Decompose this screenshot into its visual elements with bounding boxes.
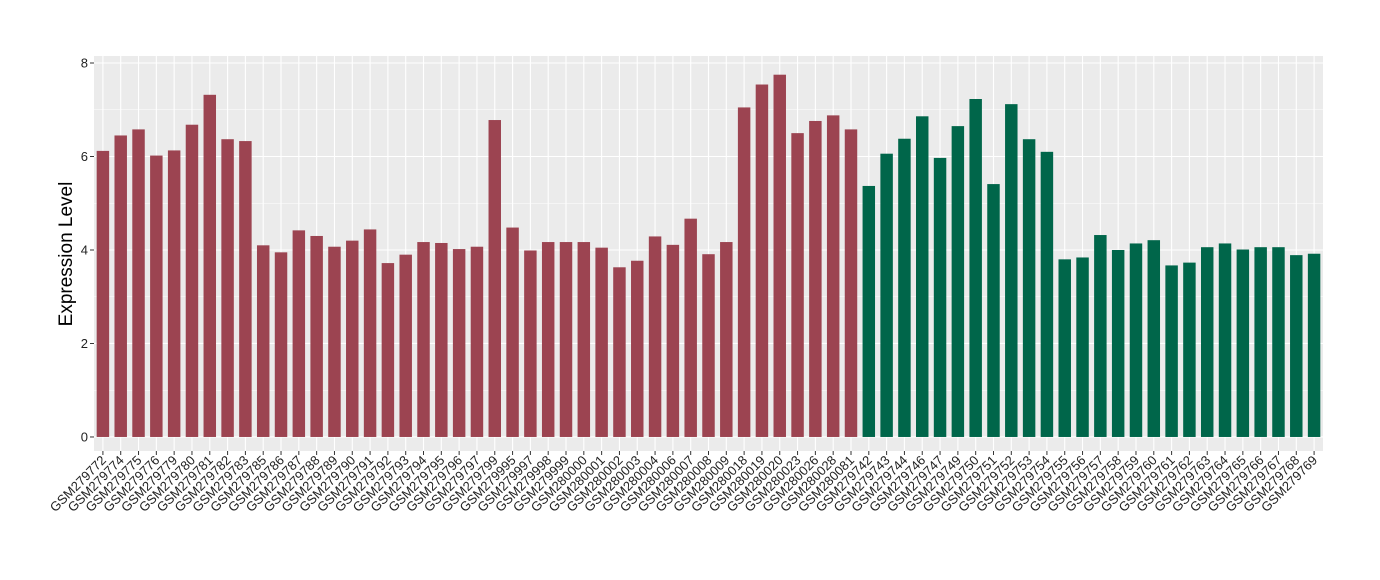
- bar-GSM279779: [167, 150, 181, 437]
- y-tick-label: 0: [81, 429, 88, 444]
- bar-GSM280008: [702, 254, 715, 437]
- bar-GSM279799: [488, 120, 501, 437]
- bar-GSM279743: [880, 153, 893, 437]
- bar-GSM279753: [1022, 139, 1036, 437]
- bar-GSM279775: [132, 129, 145, 437]
- bar-GSM279767: [1272, 247, 1285, 437]
- bar-GSM279751: [987, 184, 1000, 437]
- bar-GSM279768: [1290, 255, 1303, 437]
- bar-GSM280000: [577, 242, 591, 437]
- bar-GSM279786: [274, 252, 288, 437]
- bar-GSM280081: [844, 129, 858, 437]
- bar-GSM279742: [862, 185, 876, 437]
- x-axis: GSM279772GSM279774GSM279775GSM279776GSM2…: [47, 451, 1320, 515]
- bar-GSM279761: [1165, 265, 1178, 437]
- bar-GSM279781: [203, 94, 217, 437]
- bar-GSM280018: [737, 107, 751, 437]
- bar-GSM279797: [470, 246, 484, 437]
- y-tick-label: 6: [81, 149, 88, 164]
- bar-GSM279793: [399, 254, 412, 437]
- bar-GSM279754: [1040, 151, 1054, 437]
- bar-GSM279764: [1218, 243, 1232, 437]
- bar-GSM279997: [524, 250, 537, 437]
- bar-GSM279758: [1111, 249, 1125, 437]
- bar-GSM279763: [1200, 247, 1214, 437]
- bar-GSM280026: [809, 120, 822, 437]
- bar-GSM279789: [328, 246, 341, 437]
- y-tick-label: 8: [81, 56, 88, 71]
- bar-GSM280019: [755, 84, 769, 437]
- bar-GSM280028: [826, 115, 840, 437]
- bar-GSM279749: [951, 126, 965, 437]
- bar-GSM280001: [595, 247, 608, 437]
- bar-GSM279762: [1183, 262, 1196, 437]
- bar-GSM280002: [613, 267, 626, 437]
- bar-GSM279750: [969, 99, 982, 437]
- bar-GSM279995: [506, 227, 519, 437]
- bar-GSM279792: [381, 263, 395, 437]
- bar-GSM279787: [292, 230, 306, 437]
- bar-GSM279752: [1005, 104, 1018, 437]
- bar-GSM279744: [898, 138, 911, 437]
- y-tick-label: 2: [81, 336, 88, 351]
- bar-GSM279999: [559, 242, 573, 437]
- bar-GSM279790: [346, 240, 359, 437]
- bar-GSM279765: [1236, 249, 1250, 437]
- bar-GSM279766: [1254, 247, 1267, 437]
- bar-GSM279796: [452, 249, 466, 437]
- bar-GSM280009: [720, 242, 733, 437]
- bar-GSM280007: [684, 218, 697, 437]
- bar-GSM279746: [916, 116, 929, 437]
- y-axis: 0 2 4 6 8: [81, 56, 94, 444]
- bar-GSM279782: [221, 139, 234, 437]
- bar-GSM280023: [791, 133, 804, 437]
- bar-GSM279776: [150, 155, 163, 437]
- bar-GSM279795: [435, 242, 448, 437]
- bar-GSM279756: [1076, 257, 1089, 437]
- bar-GSM279788: [310, 235, 323, 437]
- bar-GSM279759: [1129, 243, 1143, 437]
- bar-GSM279769: [1307, 253, 1321, 437]
- bar-GSM279772: [96, 150, 110, 437]
- bar-GSM280006: [666, 244, 680, 437]
- bar-GSM279785: [256, 245, 270, 437]
- bar-GSM279998: [541, 242, 555, 437]
- bar-GSM280004: [648, 236, 662, 437]
- bar-GSM279757: [1094, 235, 1107, 437]
- bar-GSM279760: [1147, 240, 1161, 437]
- bar-GSM279791: [363, 229, 377, 437]
- bar-GSM280003: [631, 260, 644, 437]
- y-tick-label: 4: [81, 242, 88, 257]
- bar-GSM280020: [773, 74, 786, 437]
- bar-GSM279774: [114, 135, 127, 437]
- bar-GSM279780: [185, 124, 199, 437]
- y-axis-title: Expression Level: [56, 182, 77, 327]
- bar-GSM279755: [1058, 259, 1071, 437]
- bar-GSM279783: [239, 141, 252, 437]
- bar-GSM279794: [417, 242, 430, 437]
- bars-group: [96, 74, 1321, 437]
- bar-GSM279747: [933, 157, 947, 437]
